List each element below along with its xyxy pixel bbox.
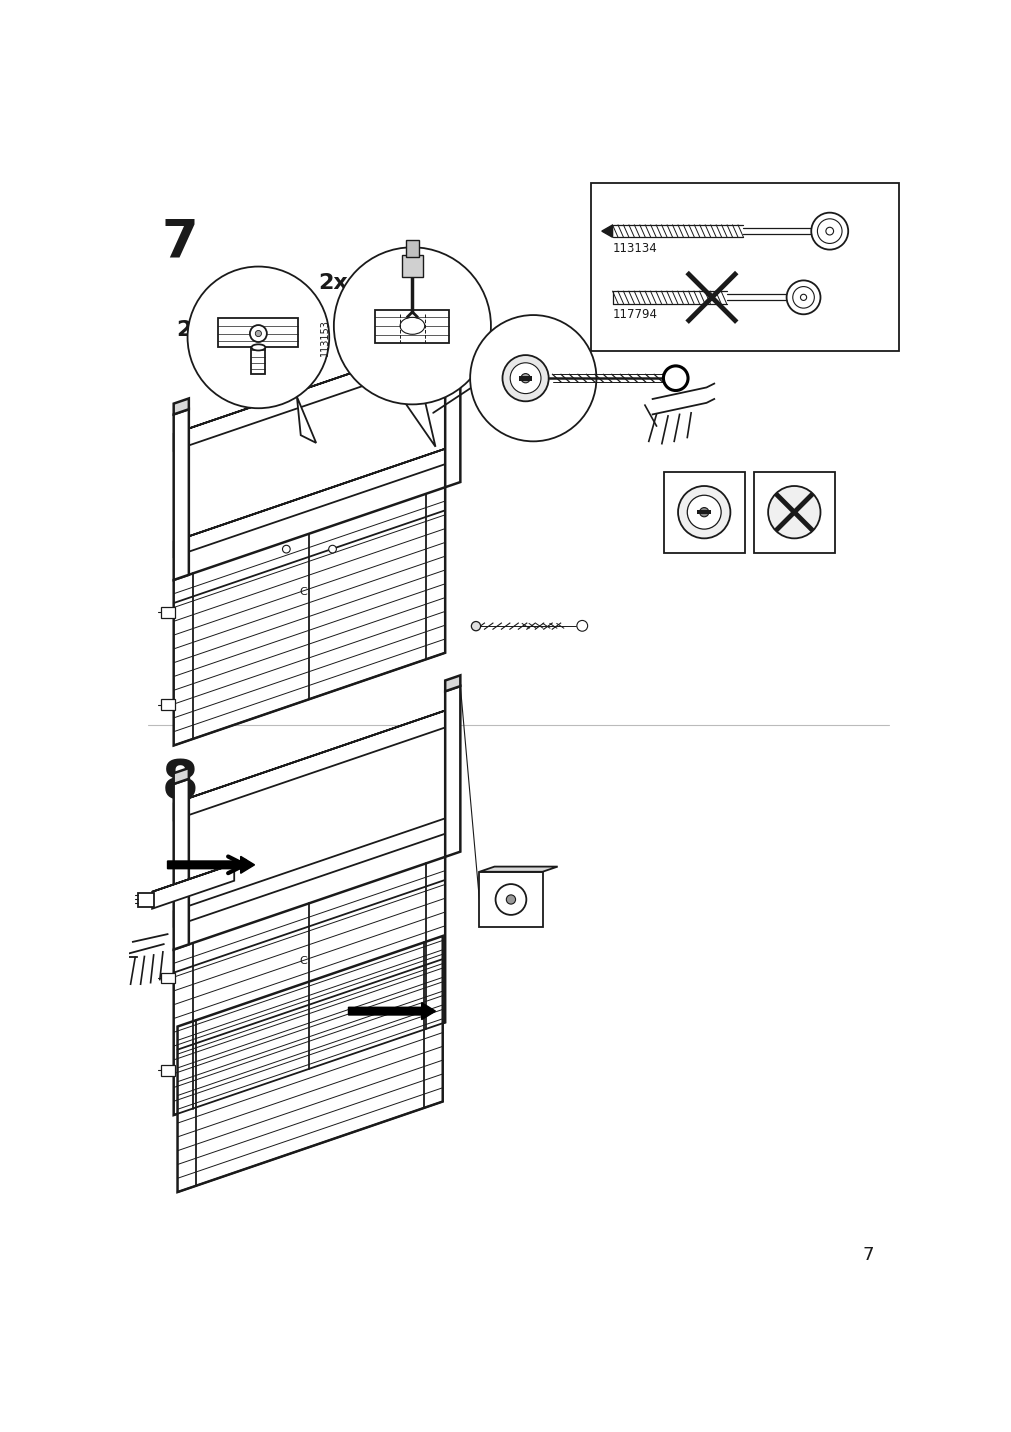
Bar <box>401 255 423 276</box>
Circle shape <box>677 485 730 538</box>
Polygon shape <box>174 398 189 414</box>
Polygon shape <box>174 487 445 746</box>
Circle shape <box>471 621 480 630</box>
Bar <box>663 473 744 553</box>
FancyArrow shape <box>168 856 255 874</box>
Circle shape <box>699 507 708 517</box>
Circle shape <box>664 368 685 390</box>
Circle shape <box>786 281 820 314</box>
Text: C: C <box>299 587 307 597</box>
Polygon shape <box>152 863 234 909</box>
Polygon shape <box>296 397 315 442</box>
Bar <box>590 183 898 351</box>
Circle shape <box>255 331 261 337</box>
Circle shape <box>817 219 841 243</box>
Polygon shape <box>174 856 445 1116</box>
Polygon shape <box>177 937 442 1191</box>
Circle shape <box>767 485 820 538</box>
Circle shape <box>661 364 688 392</box>
Text: 7: 7 <box>161 216 198 268</box>
Bar <box>479 872 542 927</box>
Text: 8: 8 <box>161 758 198 809</box>
Polygon shape <box>174 710 445 821</box>
Polygon shape <box>400 397 435 447</box>
FancyArrow shape <box>348 1002 435 1020</box>
Circle shape <box>800 294 806 301</box>
Text: 7: 7 <box>861 1246 874 1263</box>
Bar <box>161 972 175 984</box>
Bar <box>139 894 154 908</box>
Bar <box>405 239 419 256</box>
Polygon shape <box>174 779 189 949</box>
Circle shape <box>506 895 515 904</box>
Polygon shape <box>174 768 189 783</box>
Polygon shape <box>174 448 445 557</box>
Bar <box>218 318 298 348</box>
Polygon shape <box>174 818 445 927</box>
Bar <box>519 375 531 381</box>
Bar <box>753 473 834 553</box>
Text: 113134: 113134 <box>529 349 571 359</box>
Circle shape <box>470 315 595 441</box>
Circle shape <box>250 325 267 342</box>
Polygon shape <box>445 686 460 856</box>
Text: 2x: 2x <box>176 319 205 339</box>
Circle shape <box>576 620 587 632</box>
Polygon shape <box>445 676 460 692</box>
Circle shape <box>502 355 548 401</box>
Circle shape <box>334 248 490 404</box>
Ellipse shape <box>399 318 425 334</box>
Circle shape <box>510 362 541 394</box>
Circle shape <box>686 495 721 528</box>
Circle shape <box>495 884 526 915</box>
Polygon shape <box>174 706 460 803</box>
Polygon shape <box>174 335 460 434</box>
Circle shape <box>282 546 290 553</box>
Circle shape <box>792 286 814 308</box>
Text: 2x: 2x <box>318 274 348 294</box>
Bar <box>697 510 711 514</box>
Text: 117794: 117794 <box>612 308 657 321</box>
Bar <box>161 607 175 617</box>
Text: 113153: 113153 <box>319 319 330 355</box>
Circle shape <box>187 266 329 408</box>
Polygon shape <box>445 316 460 487</box>
Bar <box>251 348 265 374</box>
Text: 113134: 113134 <box>612 242 657 255</box>
Text: C: C <box>299 957 307 967</box>
Polygon shape <box>152 859 246 892</box>
Polygon shape <box>174 444 460 541</box>
Polygon shape <box>479 866 557 872</box>
Circle shape <box>811 212 847 249</box>
Bar <box>375 311 449 342</box>
Circle shape <box>521 374 530 382</box>
Polygon shape <box>445 305 460 322</box>
Bar <box>161 699 175 710</box>
Circle shape <box>329 546 336 553</box>
Polygon shape <box>602 225 612 238</box>
Ellipse shape <box>251 344 265 351</box>
Circle shape <box>825 228 833 235</box>
Polygon shape <box>174 341 445 451</box>
Bar <box>161 1065 175 1075</box>
Polygon shape <box>174 410 189 580</box>
